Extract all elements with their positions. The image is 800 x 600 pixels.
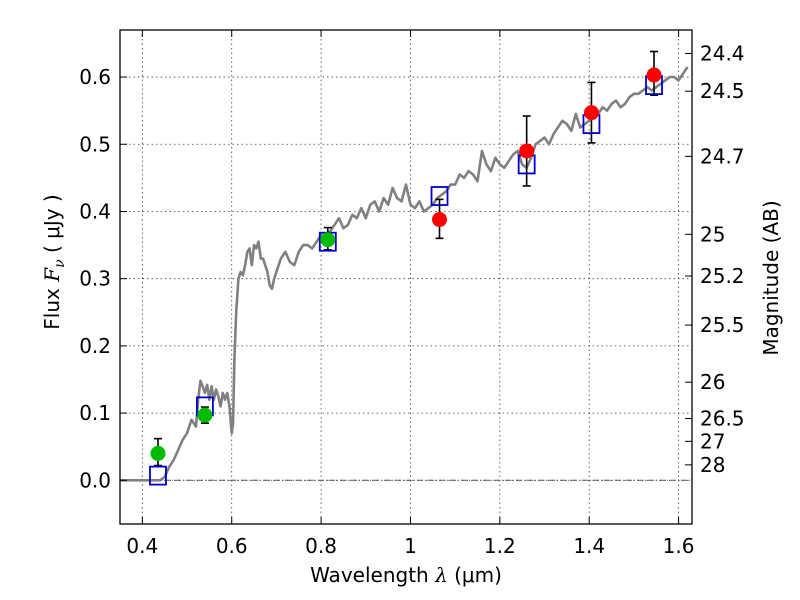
x-axis-label: Wavelength λ (μm) [310, 563, 502, 587]
x-tick-label: 1.6 [663, 534, 695, 558]
x-tick-label: 0.8 [305, 534, 337, 558]
optical-photometry-point [197, 407, 213, 423]
y-axis-label-unit: ( μJy ) [40, 194, 64, 253]
y-tick-label: 0.3 [79, 267, 111, 291]
y-tick-label: 0.5 [79, 132, 111, 156]
y-tick-label: 0.2 [79, 334, 111, 358]
magnitude-tick-label: 28 [700, 453, 725, 477]
nir-photometry-point [583, 105, 599, 121]
y-tick-label: 0.4 [79, 199, 111, 223]
y-axis-label-text: Flux [40, 288, 64, 330]
magnitude-tick-label: 24.4 [700, 42, 745, 66]
nir-photometry-point [646, 67, 662, 83]
magnitude-tick-label: 25 [700, 222, 725, 246]
x-axis-label-symbol: λ [434, 563, 448, 587]
x-axis-label-text: Wavelength [310, 563, 429, 587]
x-axis-label-unit: (μm) [454, 563, 502, 587]
y-axis-label-symbol: F [40, 267, 64, 283]
plot-frame [119, 29, 693, 525]
optical-photometry-point [150, 445, 166, 461]
magnitude-tick-label: 27 [700, 429, 725, 453]
model-photometry-square [149, 465, 167, 486]
magnitude-tick-label: 25.2 [700, 264, 745, 288]
grid [120, 30, 692, 524]
secondary-y-axis-label: Magnitude (AB) [759, 200, 783, 355]
y-axis-label: Flux Fν ( μJy ) [40, 194, 68, 329]
observed-photometry-series [150, 67, 662, 461]
magnitude-tick-label: 26 [700, 370, 725, 394]
axis-ticks: 0.4 0.6 0.8 1 1.2 1.4 1.6 0.0 0.1 0.2 0.3 0.4 0.5 0.6… [79, 30, 745, 558]
x-tick-label: 1 [404, 534, 417, 558]
nir-photometry-point [432, 212, 448, 228]
magnitude-tick-label: 24.7 [700, 144, 745, 168]
magnitude-tick-label: 25.5 [700, 313, 745, 337]
magnitude-tick-label: 26.5 [700, 406, 745, 430]
y-axis-label-subscript: ν [52, 259, 68, 268]
optical-photometry-point [320, 232, 336, 248]
y-tick-label: 0.0 [79, 468, 111, 492]
magnitude-tick-label: 24.5 [700, 79, 745, 103]
model-photometry-square [430, 186, 449, 206]
nir-photometry-point [519, 143, 535, 159]
x-tick-label: 0.4 [126, 534, 158, 558]
x-tick-label: 1.2 [484, 534, 516, 558]
y-tick-label: 0.6 [79, 65, 111, 89]
x-tick-label: 1.4 [573, 534, 605, 558]
x-tick-label: 0.6 [216, 534, 248, 558]
y-tick-label: 0.1 [79, 401, 111, 425]
